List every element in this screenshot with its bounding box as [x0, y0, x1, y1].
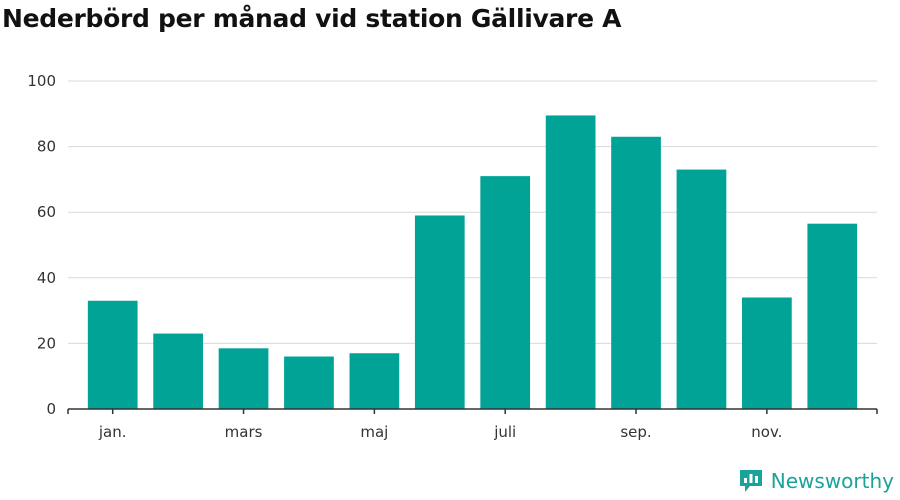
- bar-aug: [545, 115, 596, 409]
- bar-juni: [414, 215, 465, 409]
- x-tick-label: sep.: [620, 423, 651, 441]
- x-axis-ticks: jan. mars maj juli sep. nov.: [98, 409, 782, 441]
- bars: [87, 115, 858, 409]
- bar-okt: [676, 169, 727, 409]
- y-tick-label: 100: [27, 72, 56, 90]
- brand-name: Newsworthy: [770, 469, 894, 493]
- y-axis-ticks: 0 20 40 60 80 100: [27, 72, 56, 418]
- axes: [67, 408, 878, 414]
- newsworthy-logo-icon: [739, 470, 762, 492]
- x-tick-label: nov.: [751, 423, 782, 441]
- bar-dec: [807, 223, 858, 409]
- x-tick-label: jan.: [98, 423, 127, 441]
- y-tick-label: 0: [46, 400, 56, 418]
- y-tick-label: 60: [37, 203, 56, 221]
- bar-mars: [218, 348, 269, 409]
- chart-title: Nederbörd per månad vid station Gällivar…: [2, 4, 622, 33]
- newsworthy-brand: Newsworthy: [738, 468, 894, 494]
- x-tick-label: mars: [225, 423, 263, 441]
- bar-jan: [87, 300, 138, 409]
- bar-maj: [349, 353, 400, 409]
- x-tick-label: maj: [360, 423, 388, 441]
- x-tick-label: juli: [493, 423, 516, 441]
- bar-apr: [284, 356, 334, 409]
- y-tick-label: 80: [37, 138, 56, 156]
- bar-nov: [742, 297, 792, 409]
- bar-juli: [480, 176, 531, 409]
- y-tick-label: 40: [37, 269, 56, 287]
- y-tick-label: 20: [37, 334, 56, 352]
- bar-sep: [611, 136, 661, 409]
- bar-feb: [153, 333, 203, 409]
